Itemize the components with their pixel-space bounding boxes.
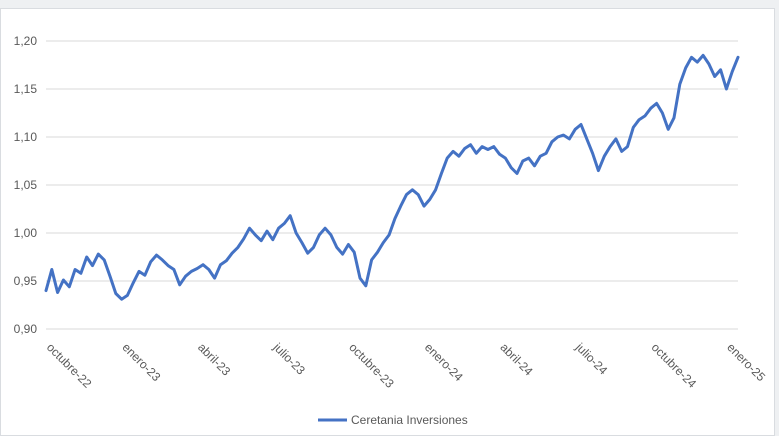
x-axis-ticks: octubre-22 enero-23 abril-23 julio-23 octubr…	[44, 340, 768, 391]
x-tick-label: abril-24	[497, 340, 535, 378]
x-tick-label: julio-23	[270, 340, 308, 378]
legend: Ceretania Inversiones	[318, 413, 468, 427]
y-tick-label: 1,20	[14, 34, 38, 48]
chart-panel	[0, 8, 775, 436]
x-tick-label: enero-24	[422, 340, 466, 384]
y-tick-label: 1,10	[14, 130, 38, 144]
legend-label: Ceretania Inversiones	[351, 413, 468, 427]
gridlines	[46, 40, 738, 330]
y-tick-label: 0,95	[14, 274, 38, 288]
x-tick-label: enero-23	[119, 340, 163, 384]
x-tick-label: octubre-23	[346, 340, 397, 391]
x-tick-label: octubre-24	[649, 340, 700, 391]
y-tick-label: 0,90	[14, 322, 38, 336]
x-tick-label: enero-25	[724, 340, 768, 384]
x-tick-label: abril-23	[195, 340, 233, 378]
series-layer	[44, 53, 740, 301]
y-tick-label: 1,00	[14, 226, 38, 240]
x-tick-label: octubre-22	[44, 340, 95, 391]
y-axis-ticks: 0,90 0,95 1,00 1,05 1,10 1,15 1,20	[14, 34, 38, 336]
series-line	[44, 53, 740, 301]
y-tick-label: 1,05	[14, 178, 38, 192]
x-tick-label: julio-24	[572, 340, 610, 378]
y-tick-label: 1,15	[14, 82, 38, 96]
